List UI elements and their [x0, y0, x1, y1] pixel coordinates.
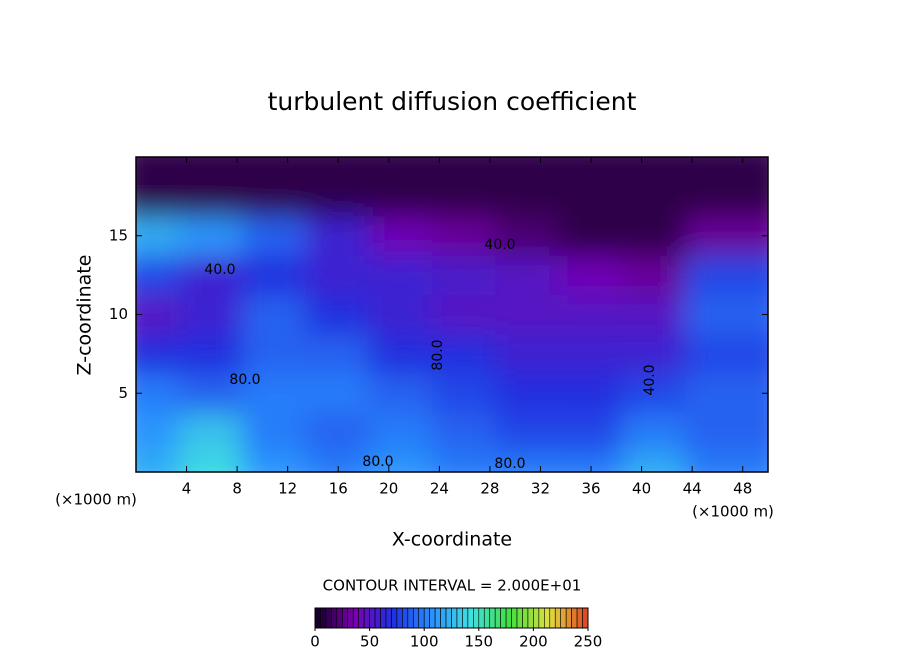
colorbar-swatch: [380, 607, 387, 629]
colorbar-swatch: [391, 607, 398, 629]
colorbar-swatch: [451, 607, 458, 629]
chart-title: turbulent diffusion coefficient: [268, 87, 637, 116]
colorbar-swatch: [358, 607, 365, 629]
contour-label: 40.0: [484, 237, 515, 253]
colorbar-swatch: [489, 607, 496, 629]
x-tick-label: 32: [531, 480, 550, 498]
colorbar-swatch: [341, 607, 349, 629]
colorbar-swatch: [554, 607, 561, 629]
y-tick-label: 5: [118, 384, 128, 402]
colorbar-swatch: [522, 607, 529, 629]
contour-label: 40.0: [204, 262, 235, 278]
x-unit-right: (×1000 m): [692, 503, 774, 521]
y-axis-label: Z-coordinate: [74, 255, 96, 376]
colorbar-swatch: [320, 607, 327, 629]
colorbar-tick-label: 50: [360, 633, 379, 651]
colorbar-swatch: [423, 607, 430, 629]
colorbar-swatch: [374, 607, 381, 629]
colorbar-swatch: [478, 607, 485, 629]
colorbar-swatch: [331, 607, 338, 629]
colorbar-swatch: [549, 607, 556, 629]
colorbar-swatch: [571, 607, 578, 629]
colorbar-tick-label: 250: [574, 633, 603, 651]
colorbar-swatch: [336, 607, 343, 629]
contour-interval: CONTOUR INTERVAL = 2.000E+01: [323, 577, 582, 595]
field-cell: [684, 157, 768, 217]
field: 80.0 80.0 40.0 80.0 40.0 80.0 40.0: [136, 157, 768, 472]
colorbar-swatch: [418, 607, 425, 629]
y-tick-label: 15: [109, 226, 128, 244]
colorbar-swatch: [325, 607, 332, 629]
colorbar-tick-label: 150: [464, 633, 493, 651]
colorbar-swatch: [544, 607, 551, 629]
colorbar-swatch: [560, 607, 567, 629]
field-cells: [136, 157, 768, 472]
colorbar-swatch: [456, 607, 463, 629]
colorbar-swatch: [511, 607, 518, 629]
x-tick-label: 12: [278, 480, 297, 498]
colorbar-swatch: [434, 607, 441, 629]
colorbar: 0 50 100 150 200 250: [310, 607, 603, 651]
colorbar-swatch: [314, 607, 321, 629]
contour-label: 40.0: [642, 364, 658, 395]
colorbar-swatch: [576, 607, 583, 629]
colorbar-swatch: [429, 607, 436, 629]
colorbar-swatch: [527, 607, 534, 629]
colorbar-swatch: [565, 607, 572, 629]
colorbar-swatch: [396, 607, 403, 629]
colorbar-swatch: [352, 607, 359, 629]
x-tick-label: 20: [379, 480, 398, 498]
colorbar-tick-label: 0: [310, 633, 320, 651]
colorbar-swatch: [407, 607, 414, 629]
contour-label: 80.0: [494, 456, 525, 472]
colorbar-swatch: [402, 607, 409, 629]
colorbar-swatch: [494, 607, 501, 629]
contour-label: 80.0: [362, 454, 393, 470]
colorbar-swatch: [533, 607, 540, 629]
colorbar-swatch: [467, 607, 474, 629]
colorbar-swatch: [538, 607, 545, 629]
x-tick-label: 44: [683, 480, 702, 498]
x-tick-label: 48: [733, 480, 752, 498]
colorbar-swatch: [363, 607, 370, 629]
colorbar-swatch: [500, 607, 507, 629]
colorbar-tick-label: 100: [410, 633, 439, 651]
colorbar-swatch: [462, 607, 469, 629]
x-axis-label: X-coordinate: [392, 529, 512, 551]
x-unit: (×1000 m): [55, 491, 137, 509]
x-tick-label: 16: [329, 480, 348, 498]
colorbar-swatch: [347, 607, 354, 629]
contour-label: 80.0: [229, 372, 260, 388]
colorbar-swatch: [445, 607, 452, 629]
x-tick-label: 8: [232, 480, 242, 498]
colorbar-swatch: [412, 607, 420, 629]
colorbar-tick-label: 200: [519, 633, 548, 651]
x-tick-label: 4: [182, 480, 192, 498]
colorbar-swatch: [582, 607, 589, 629]
colorbar-swatch: [369, 607, 376, 629]
contour-label: 80.0: [430, 339, 446, 370]
colorbar-swatch: [385, 607, 392, 629]
colorbar-swatch: [505, 607, 512, 629]
colorbar-swatch: [440, 607, 447, 629]
y-tick-label: 10: [109, 305, 128, 323]
x-tick-label: 28: [480, 480, 499, 498]
colorbar-frame: [314, 607, 589, 629]
x-tick-label: 40: [632, 480, 651, 498]
colorbar-swatch: [483, 607, 491, 629]
colorbar-swatch: [473, 607, 480, 629]
colorbar-swatch: [516, 607, 523, 629]
x-tick-label: 24: [430, 480, 449, 498]
x-tick-label: 36: [581, 480, 600, 498]
